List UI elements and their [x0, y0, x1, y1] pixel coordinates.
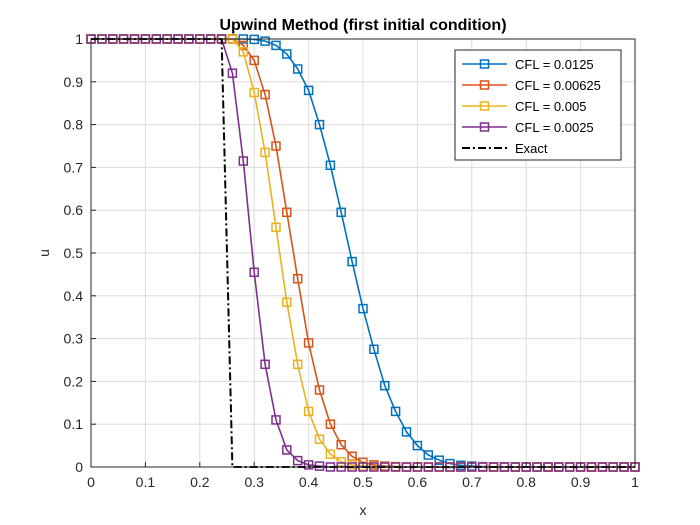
- y-tick-label: 0.5: [64, 245, 84, 261]
- x-tick-label: 0.1: [136, 474, 156, 490]
- data-point: [271, 415, 281, 425]
- data-point: [260, 359, 270, 370]
- legend-marker: [479, 59, 490, 69]
- data-point: [282, 207, 292, 218]
- legend-item: CFL = 0.00625: [462, 78, 601, 93]
- data-point: [271, 141, 281, 151]
- y-tick-label: 0.1: [64, 416, 84, 432]
- legend-label: CFL = 0.00625: [515, 78, 601, 93]
- x-tick-label: 0: [87, 474, 95, 490]
- data-point: [401, 427, 412, 437]
- legend-label: CFL = 0.005: [515, 99, 586, 114]
- data-point: [303, 460, 314, 470]
- y-axis-label: u: [36, 249, 52, 257]
- data-point: [380, 380, 390, 391]
- x-tick-label: 0.2: [190, 474, 210, 490]
- data-point: [347, 256, 357, 267]
- legend-label: Exact: [515, 141, 548, 156]
- data-point: [271, 40, 281, 51]
- y-tick-label: 0.4: [64, 288, 84, 304]
- data-point: [325, 419, 336, 429]
- x-tick-label: 0.4: [299, 474, 319, 490]
- data-point: [314, 385, 325, 395]
- data-point: [369, 344, 379, 355]
- data-point: [303, 338, 314, 348]
- data-point: [260, 36, 270, 46]
- data-point: [238, 40, 249, 51]
- y-tick-label: 0.7: [64, 159, 84, 175]
- data-point: [282, 49, 292, 59]
- x-tick-label: 0.6: [408, 474, 428, 490]
- legend-label: CFL = 0.0025: [515, 120, 594, 135]
- data-point: [390, 406, 401, 417]
- legend-label: CFL = 0.0125: [515, 57, 594, 72]
- data-point: [292, 64, 303, 74]
- legend-item: CFL = 0.0025: [462, 120, 594, 135]
- legend-marker: [479, 101, 490, 111]
- data-point: [282, 297, 292, 307]
- data-point: [271, 222, 281, 233]
- x-axis-label: x: [360, 502, 367, 518]
- data-point: [249, 87, 259, 98]
- data-point: [325, 449, 336, 459]
- x-tick-label: 0.5: [353, 474, 373, 490]
- data-point: [249, 55, 259, 66]
- legend-item: CFL = 0.005: [462, 99, 586, 114]
- legend-item: CFL = 0.0125: [462, 57, 594, 72]
- y-tick-label: 1: [75, 31, 83, 47]
- data-point: [423, 450, 434, 460]
- data-point: [292, 455, 303, 466]
- data-point: [260, 89, 270, 100]
- data-point: [292, 359, 303, 370]
- data-point: [249, 267, 259, 278]
- y-tick-label: 0: [75, 459, 83, 475]
- data-point: [282, 445, 292, 455]
- y-tick-label: 0.3: [64, 331, 84, 347]
- data-point: [412, 440, 423, 451]
- legend: CFL = 0.0125 CFL = 0.00625 CFL = 0.005 CFL …: [454, 49, 622, 161]
- x-tick-label: 0.9: [571, 474, 591, 490]
- data-point: [358, 303, 368, 314]
- chart-title: Upwind Method (first initial condition): [219, 17, 506, 34]
- data-point: [325, 160, 336, 171]
- legend-marker: [479, 80, 490, 90]
- y-ticks: 0 0.1 0.2 0.3 0.4 0.5 0.6 0.7 0.8 0.9 1: [64, 31, 96, 475]
- legend-marker: [479, 122, 490, 132]
- x-tick-label: 0.8: [516, 474, 536, 490]
- data-point: [336, 207, 346, 218]
- data-point: [303, 406, 314, 417]
- data-point: [227, 68, 238, 78]
- x-tick-label: 0.3: [244, 474, 264, 490]
- data-point: [336, 457, 346, 467]
- y-tick-label: 0.6: [64, 202, 84, 218]
- y-tick-label: 0.2: [64, 373, 84, 389]
- data-point: [238, 47, 249, 57]
- y-tick-label: 0.9: [64, 74, 84, 90]
- y-tick-label: 0.8: [64, 117, 84, 133]
- data-point: [314, 119, 325, 130]
- x-ticks: 0 0.1 0.2 0.3 0.4 0.5 0.6 0.7 0.8 0.9 1: [87, 462, 639, 490]
- data-point: [434, 455, 444, 465]
- x-tick-label: 0.7: [462, 474, 482, 490]
- data-point: [314, 434, 325, 444]
- data-point: [336, 439, 346, 450]
- data-point: [303, 85, 314, 96]
- legend-item: Exact: [462, 141, 548, 156]
- data-point: [238, 156, 249, 166]
- data-point: [292, 273, 303, 284]
- data-point: [260, 147, 270, 158]
- x-tick-label: 1: [631, 474, 639, 490]
